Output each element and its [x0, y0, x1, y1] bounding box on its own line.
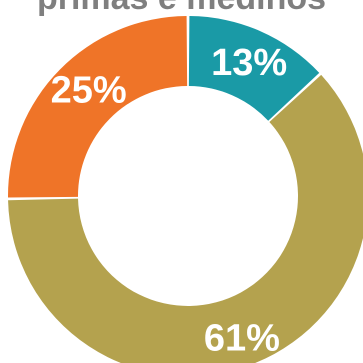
donut-slices	[8, 16, 363, 363]
slice-label-2: 61%	[204, 318, 280, 360]
donut-labels: 13% 61% 25%	[51, 42, 288, 359]
donut-slice-3	[8, 16, 188, 198]
donut-slice-1	[188, 16, 320, 121]
chart-title: primas e mediños	[0, 0, 363, 16]
slice-label-1: 13%	[211, 42, 287, 84]
donut-slice-2	[8, 74, 363, 363]
slice-label-3: 25%	[51, 69, 127, 111]
